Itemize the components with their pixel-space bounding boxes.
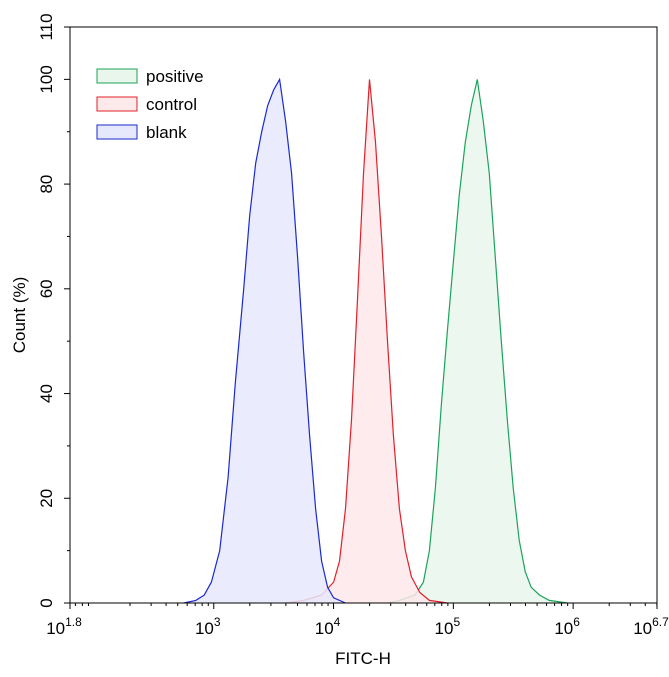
y-tick-label: 60 (37, 279, 56, 298)
histogram-curves (183, 77, 568, 604)
series-area-positive (387, 79, 568, 603)
y-tick-label: 110 (37, 13, 56, 40)
y-tick-label: 100 (37, 65, 56, 93)
legend-swatch-blank (96, 124, 138, 140)
series-line-blank (183, 77, 346, 604)
series-area-control (285, 79, 448, 603)
plot-frame (69, 26, 658, 604)
x-tick-label: 105 (435, 615, 461, 638)
legend: positive control blank (96, 67, 204, 142)
y-tick-label: 0 (37, 598, 56, 607)
legend-label-blank: blank (146, 123, 187, 142)
legend-swatch-control (96, 96, 138, 112)
x-axis: 101.8 103 104 105 106 106.7 (46, 603, 669, 638)
x-axis-label: FITC-H (335, 649, 391, 668)
y-axis-label: Count (%) (10, 277, 29, 354)
series-line-control (285, 79, 448, 604)
x-tick-label: 106.7 (633, 615, 669, 638)
x-tick-label: 106 (554, 615, 580, 638)
legend-label-control: control (146, 95, 197, 114)
series-area-blank (183, 79, 346, 603)
x-tick-label: 103 (195, 615, 221, 638)
legend-label-positive: positive (146, 67, 204, 86)
legend-swatch-positive (96, 68, 138, 84)
series-line-positive (387, 79, 568, 604)
y-tick-label: 40 (37, 384, 56, 403)
y-tick-label: 20 (37, 489, 56, 508)
x-tick-label: 101.8 (46, 615, 82, 638)
x-tick-label: 104 (315, 615, 341, 638)
y-tick-label: 80 (37, 175, 56, 194)
y-axis: 0 20 40 60 80 100 110 (37, 13, 70, 608)
